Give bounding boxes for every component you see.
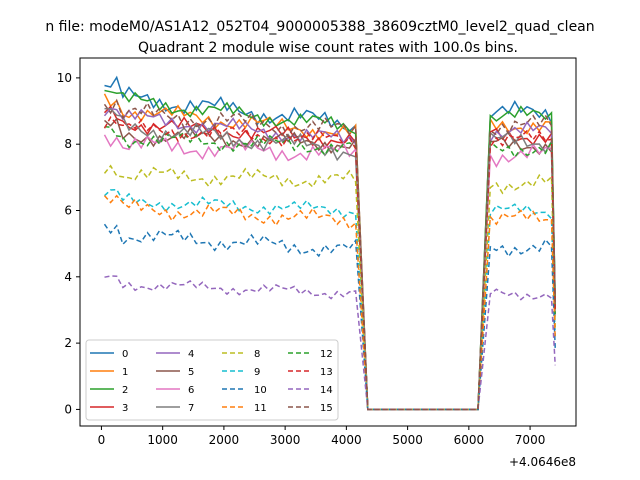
- plot-frame: [79, 57, 577, 427]
- series-line-10: [103, 223, 556, 411]
- series-line-9: [103, 188, 556, 411]
- series-line-7: [104, 107, 556, 411]
- x-axis: 0 1000 2000 3000 4000 5000 6000 7000: [98, 426, 546, 447]
- x-tick-label: 4000: [331, 433, 362, 447]
- series-line-6: [103, 134, 556, 411]
- series-line-13: [103, 116, 556, 411]
- legend-label-4: 4: [188, 349, 194, 360]
- x-tick-label: 5000: [392, 433, 423, 447]
- x-tick-label: 0: [98, 433, 106, 447]
- y-tick-label: 0: [64, 402, 72, 416]
- legend-label-11: 11: [254, 403, 267, 414]
- series-line-12: [104, 125, 556, 411]
- x-tick-label: 7000: [515, 433, 546, 447]
- series-line-4: [103, 107, 556, 411]
- legend-label-0: 0: [122, 349, 128, 360]
- chart-suptitle: n file: modeM0/AS1A12_052T04_9000005388_…: [45, 19, 594, 35]
- legend-label-1: 1: [122, 367, 128, 378]
- y-tick-label: 8: [64, 137, 72, 151]
- y-tick-label: 6: [64, 204, 72, 218]
- legend-label-9: 9: [254, 367, 260, 378]
- chart-title: Quadrant 2 module wise count rates with …: [138, 40, 518, 56]
- x-tick-label: 1000: [147, 433, 178, 447]
- y-axis: 0 2 4 6 8 10: [57, 71, 80, 416]
- legend-label-12: 12: [320, 349, 333, 360]
- series-line-2: [104, 89, 556, 411]
- series-line-11: [103, 194, 556, 411]
- series-line-14: [104, 275, 556, 411]
- series-lines: [103, 75, 556, 411]
- y-tick-label: 2: [64, 336, 72, 350]
- y-tick-label: 10: [57, 71, 72, 85]
- legend-label-14: 14: [320, 385, 333, 396]
- x-tick-label: 2000: [209, 433, 240, 447]
- x-tick-label: 3000: [270, 433, 301, 447]
- legend-label-6: 6: [188, 385, 194, 396]
- series-line-15: [103, 98, 556, 411]
- legend-label-13: 13: [320, 367, 333, 378]
- legend-label-10: 10: [254, 385, 267, 396]
- legend-label-2: 2: [122, 385, 128, 396]
- x-offset-text: +4.0646e8: [509, 455, 576, 469]
- legend-frame: [85, 339, 339, 421]
- legend-label-7: 7: [188, 403, 194, 414]
- legend-label-15: 15: [320, 403, 333, 414]
- x-tick-label: 6000: [454, 433, 485, 447]
- y-tick-label: 4: [64, 270, 72, 284]
- legend-label-3: 3: [122, 403, 128, 414]
- series-line-5: [104, 117, 556, 411]
- legend-label-8: 8: [254, 349, 260, 360]
- legend-label-5: 5: [188, 367, 194, 378]
- series-line-8: [103, 164, 556, 411]
